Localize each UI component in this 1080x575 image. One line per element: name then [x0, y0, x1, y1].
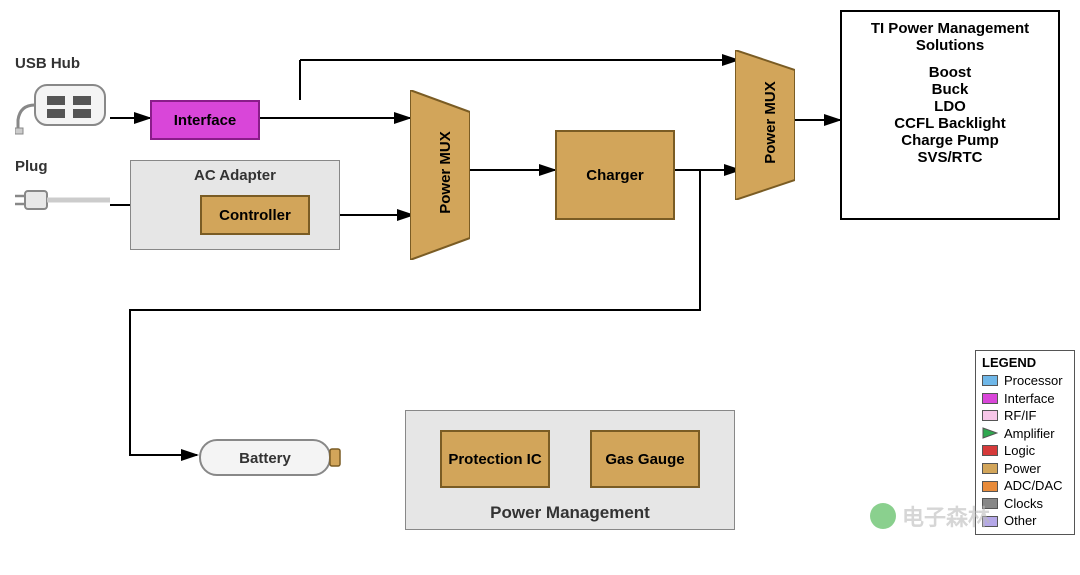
legend-row: ADC/DAC	[982, 477, 1068, 495]
solutions-item: LDO	[850, 98, 1050, 115]
legend-row: Interface	[982, 390, 1068, 408]
legend-row: RF/IF	[982, 407, 1068, 425]
interface-block: Interface	[150, 100, 260, 140]
legend-row: Clocks	[982, 495, 1068, 513]
legend-row: Amplifier	[982, 425, 1068, 443]
usb-hub-icon	[15, 80, 110, 135]
solutions-title: TI Power Management Solutions	[850, 20, 1050, 54]
power-mux-1: Power MUX	[410, 90, 470, 260]
solutions-item: SVS/RTC	[850, 149, 1050, 166]
usb-hub-label: USB Hub	[15, 55, 80, 72]
legend-row: Logic	[982, 442, 1068, 460]
solutions-item: Charge Pump	[850, 132, 1050, 149]
legend-row: Processor	[982, 372, 1068, 390]
interface-label: Interface	[174, 112, 237, 129]
power-mux-2: Power MUX	[735, 50, 795, 200]
battery-label: Battery	[239, 450, 291, 467]
solutions-item: Buck	[850, 81, 1050, 98]
watermark: 电子森林	[870, 500, 990, 532]
legend-title: LEGEND	[982, 355, 1068, 370]
power-mux-2-label: Power MUX	[762, 81, 779, 164]
legend-row: Power	[982, 460, 1068, 478]
legend-items: ProcessorInterfaceRF/IFAmplifierLogicPow…	[982, 372, 1068, 530]
ac-adapter-title: AC Adapter	[194, 167, 276, 184]
power-mux-1-label: Power MUX	[437, 131, 454, 214]
legend-row: Other	[982, 512, 1068, 530]
protection-ic-label: Protection IC	[448, 451, 541, 468]
gas-gauge-block: Gas Gauge	[590, 430, 700, 488]
protection-ic-block: Protection IC	[440, 430, 550, 488]
plug-icon	[15, 185, 110, 215]
battery-icon: Battery	[195, 435, 345, 480]
gas-gauge-label: Gas Gauge	[605, 451, 684, 468]
charger-label: Charger	[586, 167, 644, 184]
solutions-panel: TI Power Management Solutions BoostBuckL…	[840, 10, 1060, 220]
solutions-item: Boost	[850, 64, 1050, 81]
solutions-items: BoostBuckLDOCCFL BacklightCharge PumpSVS…	[850, 64, 1050, 166]
solutions-item: CCFL Backlight	[850, 115, 1050, 132]
charger-block: Charger	[555, 130, 675, 220]
controller-label: Controller	[219, 207, 291, 224]
controller-block: Controller	[200, 195, 310, 235]
power-mgmt-title: Power Management	[490, 503, 650, 523]
plug-label: Plug	[15, 158, 48, 175]
